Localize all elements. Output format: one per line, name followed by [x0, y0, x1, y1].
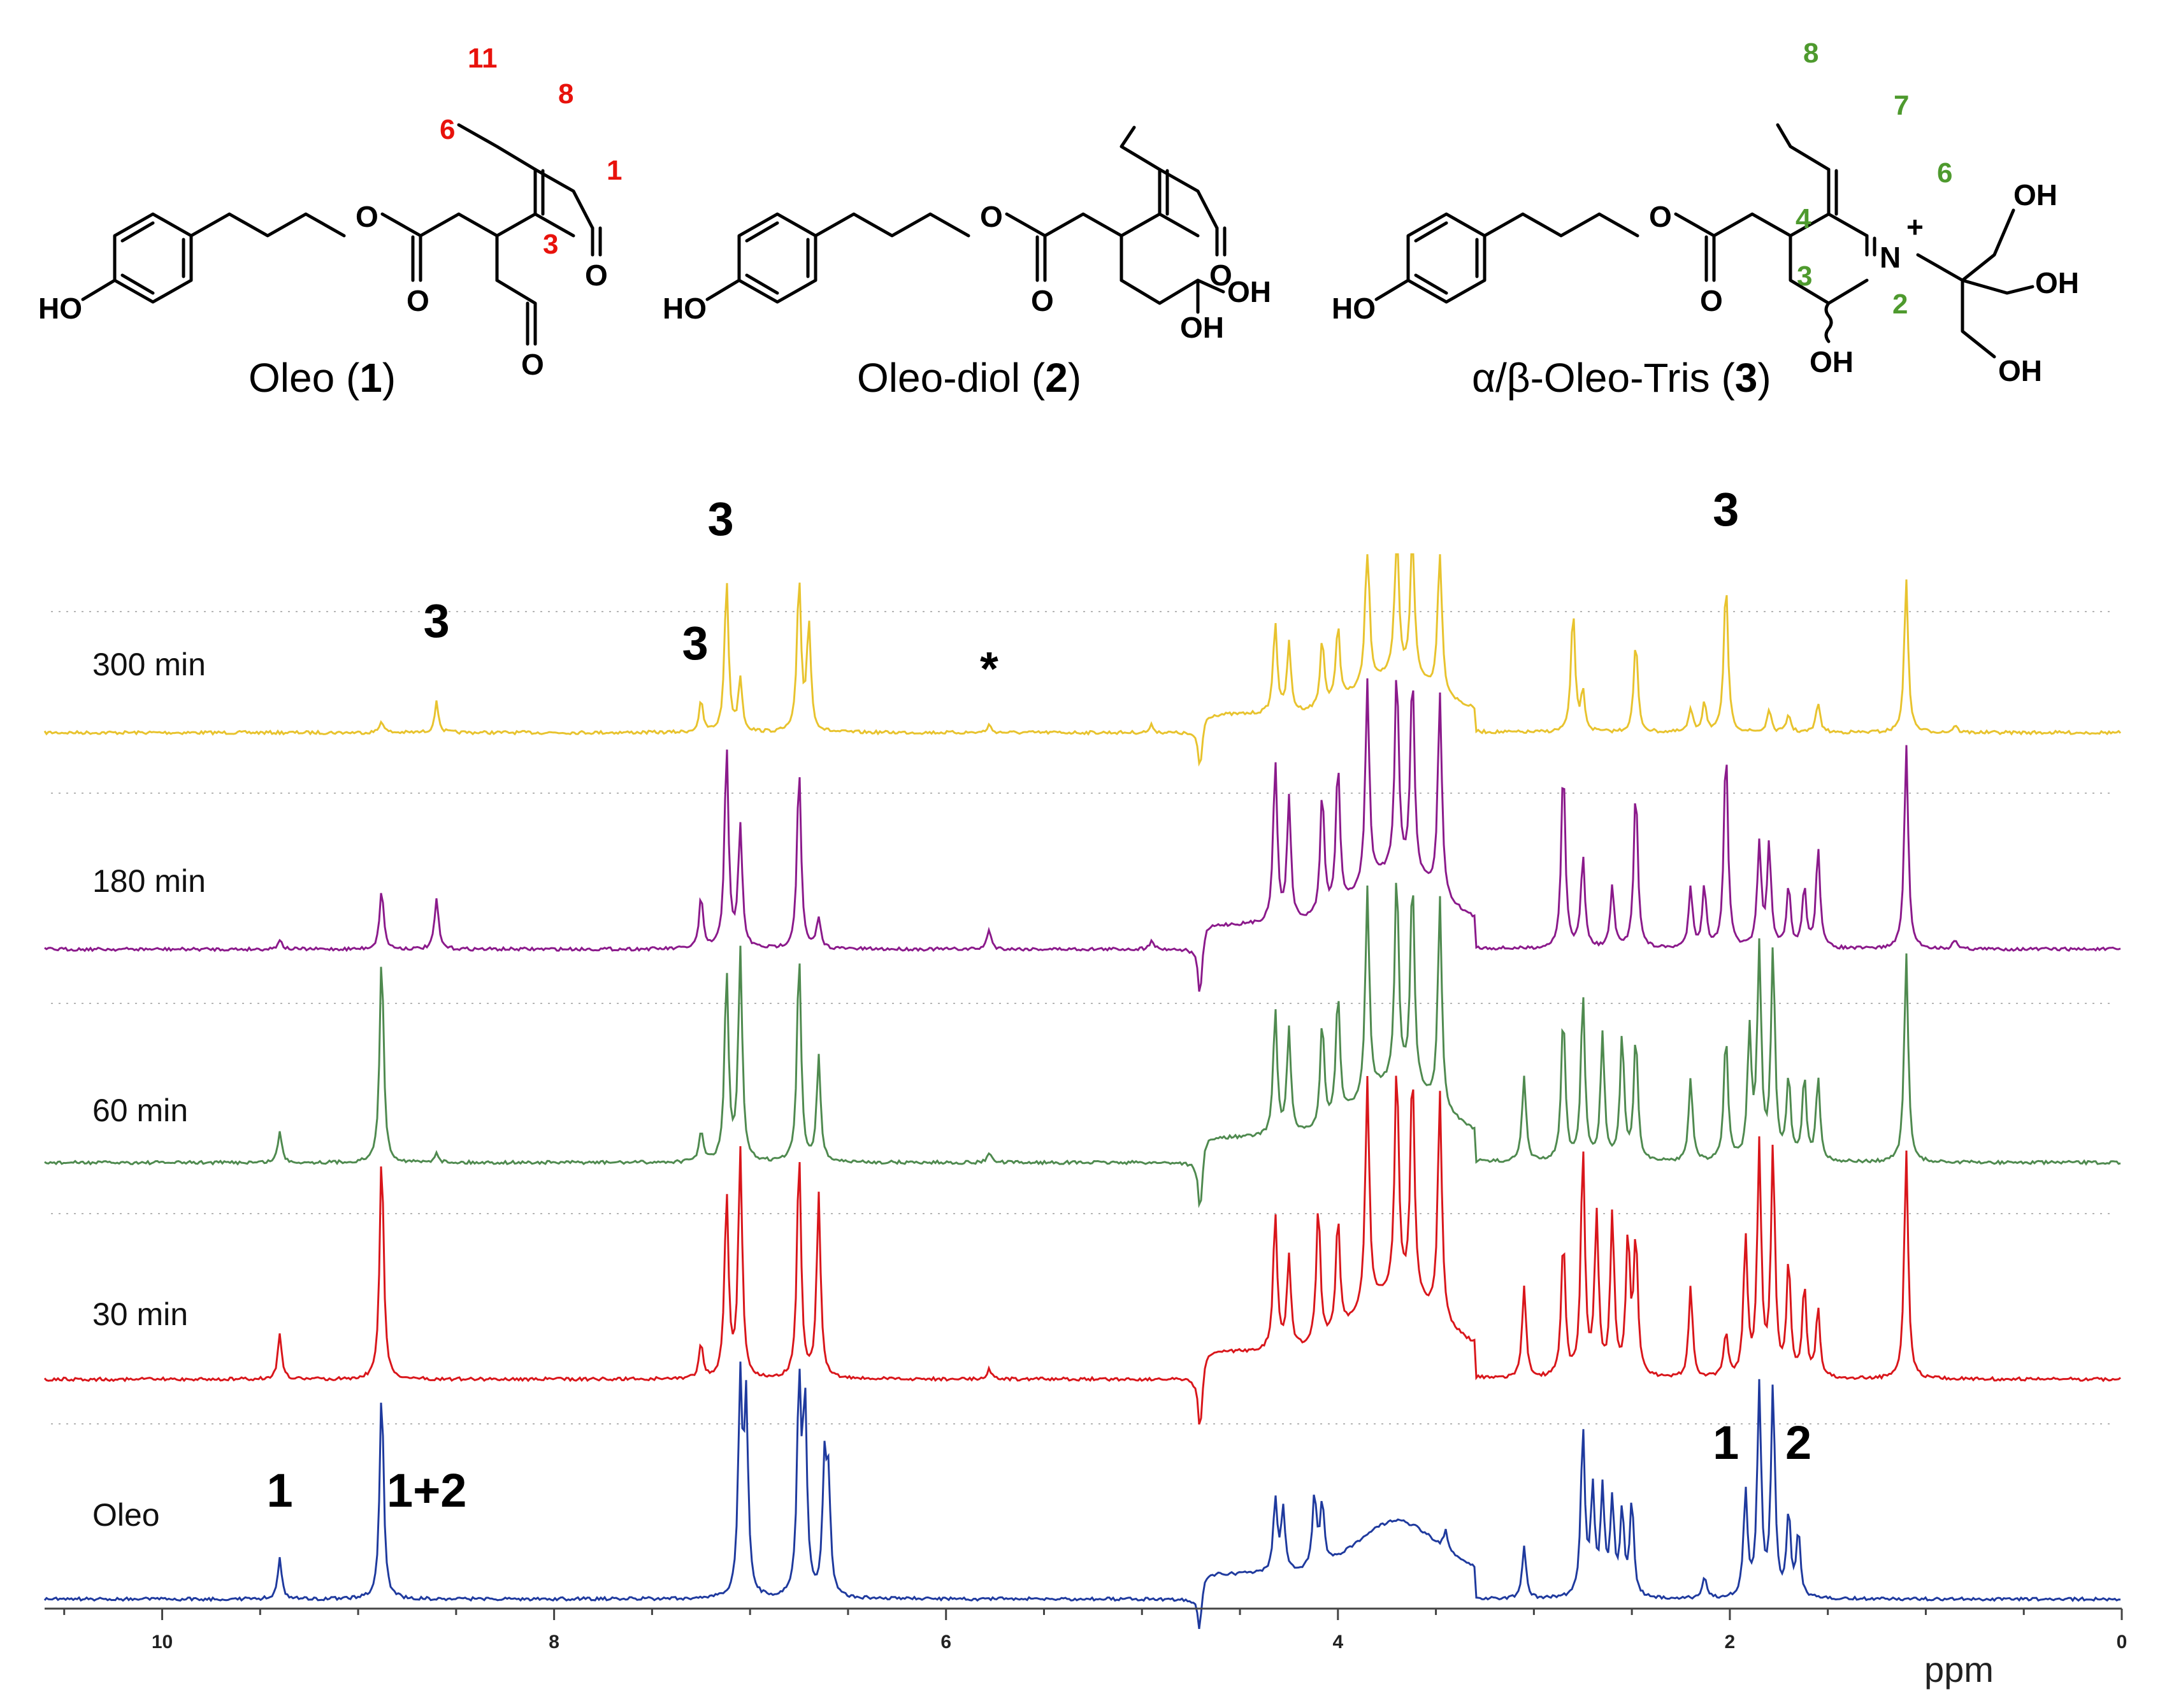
peak-annotation: 3 — [707, 492, 733, 545]
tris-num-2: 2 — [1892, 289, 1908, 320]
oleo-diol-caption: Oleo-diol (2) — [857, 355, 1081, 401]
trace-label: 30 min — [92, 1296, 188, 1332]
peak-annotation: * — [980, 642, 998, 695]
x-tick-label: 6 — [940, 1632, 951, 1653]
spectrum-traces — [43, 553, 2122, 1629]
diol-chain — [705, 126, 1227, 314]
oleo-ring — [113, 212, 193, 304]
x-tick-label: 8 — [549, 1632, 559, 1653]
tris-n-charge: + — [1906, 210, 1924, 243]
peak-annotation: 1+2 — [387, 1464, 467, 1517]
tris-num-7: 7 — [1894, 90, 1909, 121]
diol-carbonyl-o-atom: O — [1031, 284, 1054, 317]
structure-oleo-diol: HO O O O OH OH Oleo-diol (2) — [663, 126, 1271, 401]
peak-annotations: 3 33*31 1+21 2 — [266, 483, 1811, 1517]
trace-labels: 300 min 180 min 60 min 30 min Oleo — [92, 647, 206, 1533]
diol-oh2-atom: OH — [1180, 311, 1224, 344]
trace-label: 180 min — [92, 863, 206, 899]
diol-aldehyde-o-atom: O — [1209, 259, 1232, 292]
x-ticks: 10 8 6 4 2 0 — [63, 1609, 2128, 1653]
tris-chain — [1374, 123, 2034, 359]
peak-annotation: 2 — [1785, 1416, 1811, 1469]
peak-annotation: 3 — [424, 594, 450, 647]
trace-label: Oleo — [92, 1497, 160, 1533]
oleo-caption: Oleo (1) — [248, 355, 396, 401]
tris-num-3: 3 — [1797, 261, 1812, 292]
trace-label: 60 min — [92, 1093, 188, 1128]
oleo-chain — [81, 123, 602, 346]
peak-annotation: 1 — [1713, 1416, 1739, 1469]
tris-oh-ring-atom: OH — [1810, 345, 1854, 378]
oleo-tris-caption: α/β-Oleo-Tris (3) — [1472, 355, 1771, 401]
oleo-num-8: 8 — [558, 78, 573, 110]
oleo-ho-atom: HO — [38, 292, 82, 325]
tris-num-6: 6 — [1937, 157, 1952, 189]
tris-carbonyl-o-atom: O — [1700, 284, 1723, 317]
peak-annotation: 3 — [682, 617, 708, 670]
x-tick-label: 10 — [152, 1632, 173, 1653]
peak-annotation: 3 — [1713, 483, 1739, 536]
trace-label: 300 min — [92, 647, 206, 682]
tris-oh-bottom-atom: OH — [1998, 354, 2042, 387]
x-axis: 10 8 6 4 2 0 ppm — [45, 1607, 2128, 1690]
diol-ring — [737, 212, 817, 304]
trace-30-min — [43, 1075, 2121, 1425]
trace-180-min — [44, 678, 2121, 992]
nmr-spectra-chart: 300 min 180 min 60 min 30 min Oleo 3 3 3 * 3 1 1+2… — [43, 483, 2128, 1690]
tris-ho-atom: HO — [1332, 292, 1376, 325]
oleo-num-11: 11 — [468, 43, 498, 74]
tris-oh-top-atom: OH — [2013, 178, 2057, 212]
oleo-aldehyde2-o-atom: O — [521, 348, 544, 381]
tris-phenol-ring — [1406, 212, 1487, 304]
x-tick-label: 2 — [1725, 1632, 1736, 1653]
structure-oleo: HO O O O O 11 8 6 1 3 Oleo (1) — [38, 43, 622, 401]
tris-oh-right-atom: OH — [2035, 266, 2079, 299]
trace-60-min — [44, 882, 2121, 1209]
x-tick-label: 0 — [2117, 1632, 2128, 1653]
diol-ester-o-atom: O — [980, 200, 1003, 233]
diol-oh1-atom: OH — [1227, 275, 1271, 308]
tris-num-4: 4 — [1796, 203, 1811, 234]
oleo-aldehyde-o-atom: O — [585, 259, 608, 292]
tris-num-8: 8 — [1803, 38, 1818, 69]
structure-oleo-tris: HO O O N + OH OH OH OH 8 7 6 4 3 2 α/β-O… — [1332, 38, 2079, 401]
trace-300-min — [43, 553, 2122, 767]
peak-annotation: 1 — [266, 1464, 292, 1517]
oleo-ester-o-atom: O — [356, 200, 378, 233]
tris-ester-o-atom: O — [1649, 200, 1672, 233]
diol-ho-atom: HO — [663, 292, 707, 325]
tris-n-atom: N — [1880, 241, 1901, 274]
x-tick-label: 4 — [1332, 1632, 1343, 1653]
x-axis-label: ppm — [1924, 1649, 1994, 1690]
oleo-num-1: 1 — [607, 155, 622, 186]
oleo-num-3: 3 — [543, 229, 558, 260]
oleo-num-6: 6 — [440, 114, 455, 145]
oleo-carbonyl-o-atom: O — [407, 284, 429, 317]
trace-oleo — [43, 1361, 2120, 1629]
